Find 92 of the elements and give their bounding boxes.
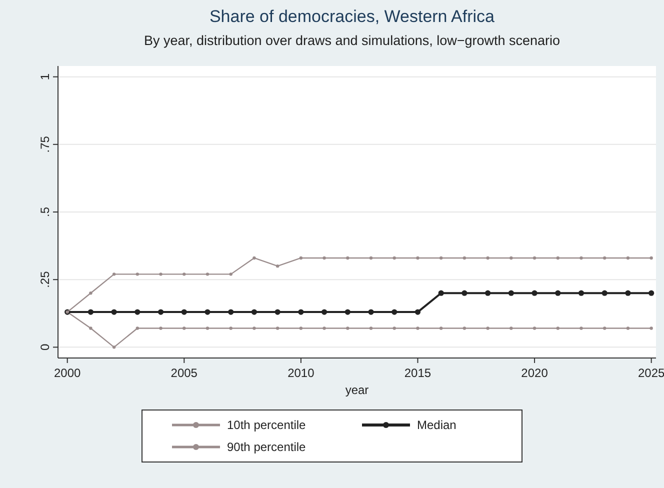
point xyxy=(369,256,373,260)
point xyxy=(206,272,210,276)
y-tick-label: 1 xyxy=(38,73,52,80)
point xyxy=(414,309,421,315)
point xyxy=(276,326,280,330)
point xyxy=(112,272,116,276)
point xyxy=(88,309,94,315)
point xyxy=(136,326,140,330)
x-tick-label: 2020 xyxy=(521,366,548,380)
chart-title: Share of democracies, Western Africa xyxy=(209,7,496,26)
point xyxy=(510,326,513,330)
point xyxy=(462,256,466,260)
point xyxy=(416,326,420,330)
point xyxy=(650,256,653,260)
point xyxy=(626,326,630,330)
point xyxy=(532,256,536,260)
x-tick-label: 2010 xyxy=(288,366,315,380)
point xyxy=(206,326,210,330)
point xyxy=(439,326,443,330)
point xyxy=(228,309,234,315)
point xyxy=(252,326,256,330)
point xyxy=(346,326,350,330)
point xyxy=(556,326,560,330)
y-tick-label: 0 xyxy=(38,344,52,351)
point xyxy=(251,309,258,315)
x-axis-title: year xyxy=(345,383,369,397)
point xyxy=(89,292,92,295)
point xyxy=(508,290,514,296)
point xyxy=(182,272,186,276)
point xyxy=(369,326,373,330)
point xyxy=(159,326,162,330)
point xyxy=(112,346,116,349)
point xyxy=(346,256,350,260)
point xyxy=(392,309,398,315)
x-tick-label: 2005 xyxy=(170,366,198,380)
point xyxy=(89,326,92,330)
point xyxy=(322,256,326,260)
point xyxy=(625,290,631,296)
point xyxy=(252,256,256,260)
y-tick-label: .75 xyxy=(38,136,52,153)
y-tick-label: .5 xyxy=(38,206,52,218)
x-tick-label: 2015 xyxy=(404,366,432,380)
point xyxy=(650,326,653,330)
legend-label: 10th percentile xyxy=(227,418,306,432)
point xyxy=(299,326,303,330)
point xyxy=(182,326,186,330)
point xyxy=(322,326,326,330)
point xyxy=(416,256,420,260)
point xyxy=(134,309,140,315)
point xyxy=(602,290,608,296)
point xyxy=(556,256,560,260)
point xyxy=(321,309,328,315)
point xyxy=(603,326,606,330)
point xyxy=(368,309,374,315)
point xyxy=(486,256,490,260)
point xyxy=(486,326,490,330)
point xyxy=(392,326,396,330)
point xyxy=(462,290,468,296)
point xyxy=(626,256,630,260)
point xyxy=(510,256,513,260)
point xyxy=(274,309,280,315)
point xyxy=(580,256,583,260)
x-tick-label: 2000 xyxy=(54,366,82,380)
chart-subtitle: By year, distribution over draws and simulations, low−growth scenario xyxy=(144,33,560,48)
point xyxy=(532,326,536,330)
point xyxy=(485,290,491,296)
point xyxy=(438,290,444,296)
point xyxy=(578,290,584,296)
point xyxy=(136,272,140,276)
point xyxy=(555,290,561,296)
point xyxy=(229,326,232,330)
point xyxy=(159,272,162,276)
x-tick-label: 2025 xyxy=(638,366,664,380)
point xyxy=(392,256,396,260)
point xyxy=(462,326,466,330)
point xyxy=(532,290,538,296)
legend-label: 90th percentile xyxy=(227,440,306,454)
point xyxy=(603,256,606,260)
point xyxy=(181,309,187,315)
y-tick-label: .25 xyxy=(38,270,52,288)
point xyxy=(204,309,210,315)
point xyxy=(298,309,304,315)
legend-label: Median xyxy=(417,418,456,432)
point xyxy=(648,290,654,296)
point xyxy=(276,264,280,268)
point xyxy=(299,256,303,260)
point xyxy=(158,309,164,315)
point xyxy=(439,256,443,260)
point xyxy=(580,326,583,330)
point xyxy=(344,309,350,315)
point xyxy=(111,309,117,315)
point xyxy=(229,272,232,276)
